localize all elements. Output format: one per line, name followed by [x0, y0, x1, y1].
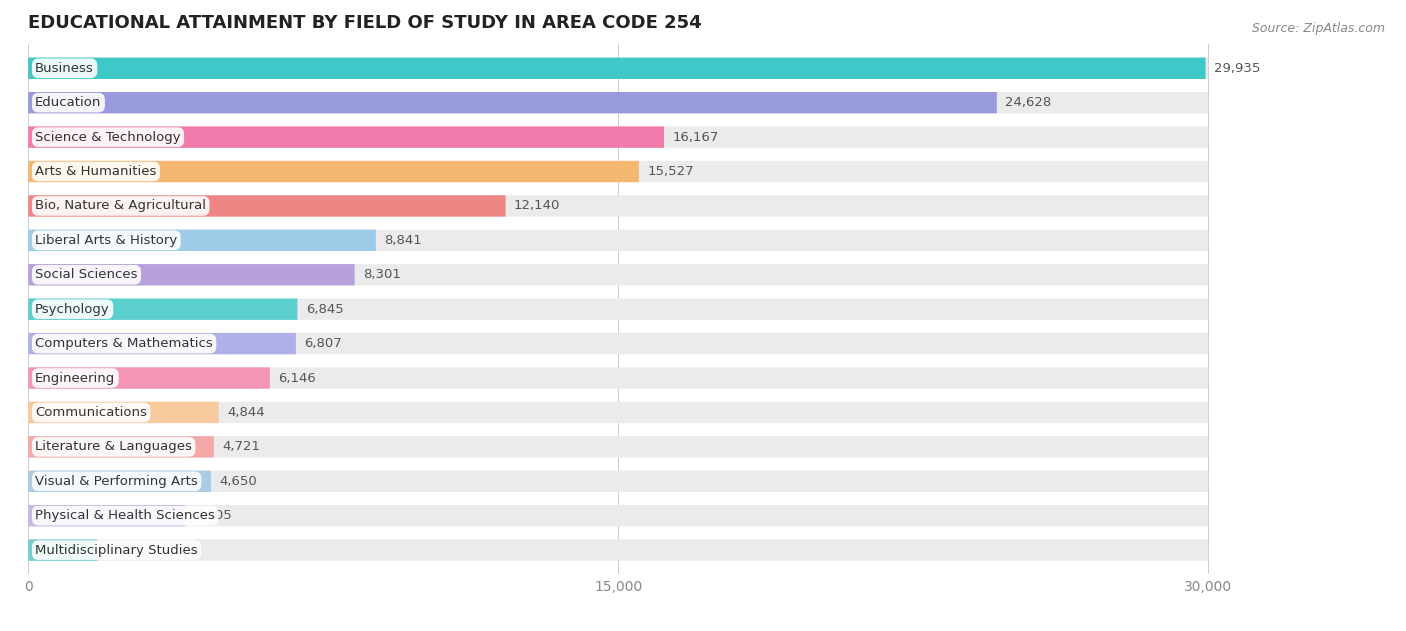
Text: 4,721: 4,721: [222, 440, 260, 453]
Text: 29,935: 29,935: [1213, 62, 1260, 74]
FancyBboxPatch shape: [28, 264, 354, 285]
Text: Bio, Nature & Agricultural: Bio, Nature & Agricultural: [35, 199, 207, 213]
FancyBboxPatch shape: [28, 126, 664, 148]
Text: 8,301: 8,301: [363, 268, 401, 281]
Text: Business: Business: [35, 62, 94, 74]
Text: 1,763: 1,763: [105, 544, 143, 557]
FancyBboxPatch shape: [28, 126, 1208, 148]
Text: 6,807: 6,807: [304, 337, 342, 350]
Text: Literature & Languages: Literature & Languages: [35, 440, 193, 453]
FancyBboxPatch shape: [28, 505, 186, 526]
Text: Multidisciplinary Studies: Multidisciplinary Studies: [35, 544, 198, 557]
Text: Physical & Health Sciences: Physical & Health Sciences: [35, 509, 215, 522]
FancyBboxPatch shape: [28, 540, 1208, 561]
Text: 4,844: 4,844: [226, 406, 264, 419]
Text: Computers & Mathematics: Computers & Mathematics: [35, 337, 212, 350]
FancyBboxPatch shape: [28, 367, 270, 389]
FancyBboxPatch shape: [28, 92, 997, 114]
FancyBboxPatch shape: [28, 161, 638, 182]
Text: 24,628: 24,628: [1005, 96, 1052, 109]
Text: EDUCATIONAL ATTAINMENT BY FIELD OF STUDY IN AREA CODE 254: EDUCATIONAL ATTAINMENT BY FIELD OF STUDY…: [28, 13, 702, 32]
Text: 4,650: 4,650: [219, 475, 257, 488]
FancyBboxPatch shape: [28, 195, 506, 216]
Text: Arts & Humanities: Arts & Humanities: [35, 165, 156, 178]
FancyBboxPatch shape: [28, 471, 1208, 492]
Text: Liberal Arts & History: Liberal Arts & History: [35, 234, 177, 247]
FancyBboxPatch shape: [28, 436, 214, 457]
Text: Visual & Performing Arts: Visual & Performing Arts: [35, 475, 198, 488]
FancyBboxPatch shape: [28, 230, 375, 251]
FancyBboxPatch shape: [28, 540, 97, 561]
FancyBboxPatch shape: [28, 436, 1208, 457]
Text: Education: Education: [35, 96, 101, 109]
Text: 8,841: 8,841: [384, 234, 422, 247]
FancyBboxPatch shape: [28, 333, 1208, 354]
Text: Engineering: Engineering: [35, 372, 115, 384]
FancyBboxPatch shape: [28, 161, 1208, 182]
FancyBboxPatch shape: [28, 92, 1208, 114]
Text: Source: ZipAtlas.com: Source: ZipAtlas.com: [1251, 22, 1385, 35]
Text: 6,146: 6,146: [278, 372, 316, 384]
FancyBboxPatch shape: [28, 298, 1208, 320]
Text: 6,845: 6,845: [305, 303, 343, 316]
Text: 16,167: 16,167: [672, 131, 718, 144]
Text: 4,005: 4,005: [194, 509, 232, 522]
FancyBboxPatch shape: [28, 264, 1208, 285]
FancyBboxPatch shape: [28, 402, 1208, 423]
FancyBboxPatch shape: [28, 505, 1208, 526]
Text: Communications: Communications: [35, 406, 148, 419]
FancyBboxPatch shape: [28, 298, 297, 320]
Text: 12,140: 12,140: [515, 199, 560, 213]
FancyBboxPatch shape: [28, 333, 295, 354]
FancyBboxPatch shape: [28, 471, 211, 492]
Text: Science & Technology: Science & Technology: [35, 131, 181, 144]
FancyBboxPatch shape: [28, 230, 1208, 251]
Text: Psychology: Psychology: [35, 303, 110, 316]
FancyBboxPatch shape: [28, 57, 1205, 79]
FancyBboxPatch shape: [28, 402, 219, 423]
FancyBboxPatch shape: [28, 57, 1208, 79]
Text: 15,527: 15,527: [647, 165, 693, 178]
FancyBboxPatch shape: [28, 367, 1208, 389]
FancyBboxPatch shape: [28, 195, 1208, 216]
Text: Social Sciences: Social Sciences: [35, 268, 138, 281]
